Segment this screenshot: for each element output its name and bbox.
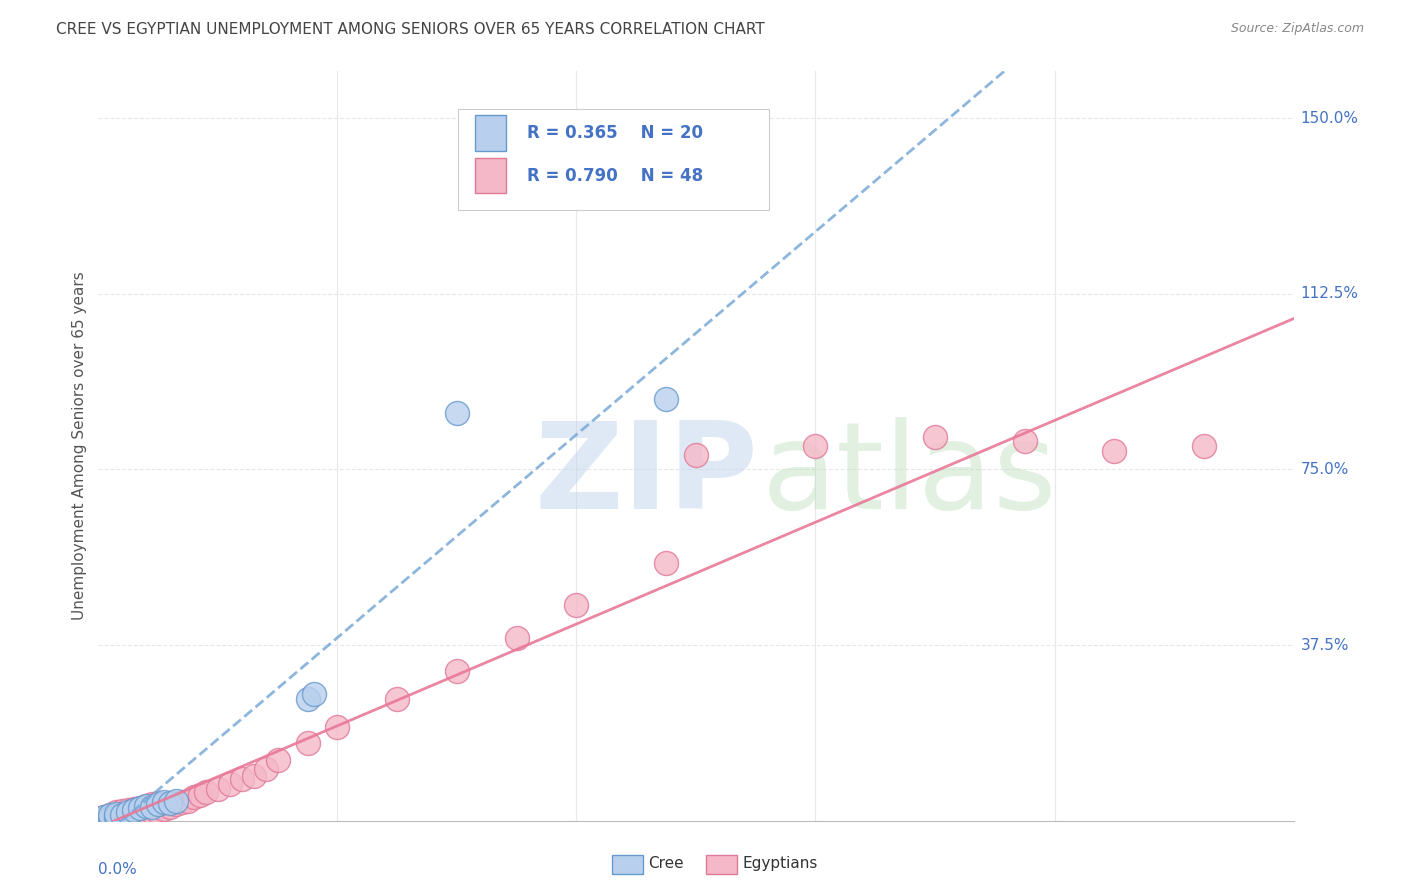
Point (153, 795, 176, 809)
Point (93, 810, 115, 824)
Point (117, 805, 139, 820)
Text: R = 0.790    N = 48: R = 0.790 N = 48 (527, 167, 703, 185)
Point (159, 796, 181, 810)
Point (153, 802, 176, 816)
Point (111, 805, 134, 819)
Point (685, 449, 707, 463)
Point (135, 798, 157, 813)
Point (506, 631, 529, 645)
Y-axis label: Unemployment Among Seniors over 65 years: Unemployment Among Seniors over 65 years (72, 272, 87, 620)
Point (98, 811, 122, 825)
Point (297, 736, 319, 750)
Point (98, 808, 122, 822)
FancyBboxPatch shape (612, 855, 643, 874)
FancyBboxPatch shape (475, 158, 506, 194)
Point (129, 800, 152, 814)
Text: 0.0%: 0.0% (98, 862, 138, 877)
Point (1014, 434, 1036, 449)
Point (1104, 443, 1126, 458)
Point (105, 810, 128, 824)
Text: atlas: atlas (762, 417, 1057, 534)
Point (148, 796, 170, 810)
Point (231, 772, 253, 787)
Point (93, 812, 115, 826)
Point (446, 406, 468, 420)
Point (98, 808, 122, 822)
Point (141, 805, 163, 820)
Point (105, 811, 128, 825)
Point (195, 784, 218, 798)
Point (141, 799, 163, 814)
Point (188, 788, 211, 802)
Point (98, 811, 122, 825)
Point (446, 664, 468, 678)
Text: 112.5%: 112.5% (1301, 286, 1358, 301)
Point (183, 790, 205, 805)
Point (385, 692, 409, 706)
Point (141, 797, 163, 812)
Text: 150.0%: 150.0% (1301, 111, 1358, 126)
Point (124, 802, 146, 816)
Point (105, 806, 128, 821)
Point (655, 392, 678, 407)
Text: Source: ZipAtlas.com: Source: ZipAtlas.com (1230, 22, 1364, 36)
Point (148, 797, 170, 812)
Text: Cree: Cree (648, 856, 683, 871)
Point (177, 794, 200, 808)
Point (165, 794, 187, 808)
Point (124, 808, 146, 822)
Point (111, 808, 134, 822)
Point (297, 692, 319, 706)
Point (326, 720, 349, 734)
Point (148, 805, 170, 820)
FancyBboxPatch shape (458, 109, 769, 210)
Point (219, 777, 242, 791)
Point (159, 799, 181, 814)
Point (1192, 439, 1215, 453)
Point (111, 809, 134, 823)
Text: 75.0%: 75.0% (1301, 462, 1350, 477)
Point (117, 808, 139, 822)
Point (924, 430, 946, 444)
Point (93, 812, 115, 826)
Point (124, 803, 146, 817)
Point (105, 805, 128, 820)
Text: CREE VS EGYPTIAN UNEMPLOYMENT AMONG SENIORS OVER 65 YEARS CORRELATION CHART: CREE VS EGYPTIAN UNEMPLOYMENT AMONG SENI… (56, 22, 765, 37)
Point (207, 781, 229, 796)
Point (165, 797, 187, 812)
Point (93, 810, 115, 824)
Text: ZIP: ZIP (534, 417, 758, 534)
Point (135, 806, 157, 821)
Point (267, 753, 290, 767)
FancyBboxPatch shape (475, 115, 506, 151)
Text: 37.5%: 37.5% (1301, 638, 1350, 653)
Point (243, 769, 266, 783)
Point (129, 800, 152, 814)
Text: R = 0.365    N = 20: R = 0.365 N = 20 (527, 124, 703, 142)
Point (117, 803, 139, 817)
Text: Egyptians: Egyptians (742, 856, 818, 871)
Point (302, 687, 325, 701)
Point (135, 798, 157, 813)
Point (254, 762, 277, 776)
Point (565, 599, 588, 613)
Point (105, 809, 128, 823)
Point (129, 806, 152, 821)
Point (804, 439, 827, 453)
FancyBboxPatch shape (706, 855, 737, 874)
Point (655, 556, 678, 570)
Point (172, 795, 194, 809)
